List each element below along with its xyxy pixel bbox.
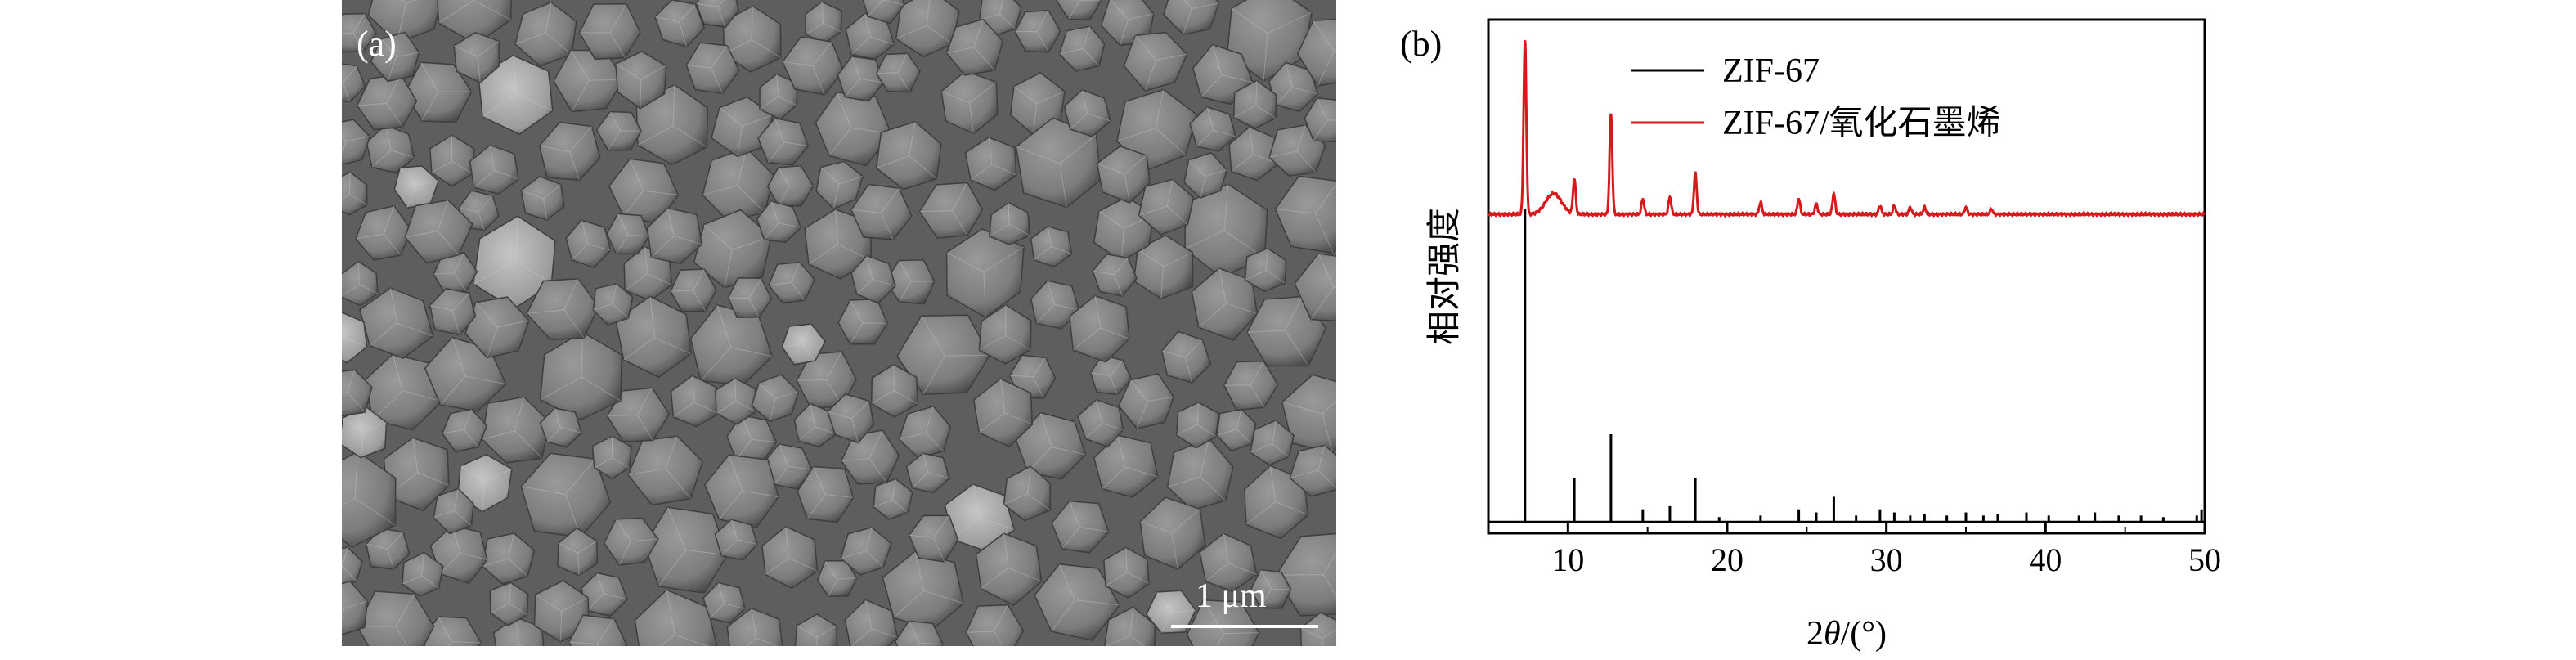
panel-a-label: (a) <box>357 24 397 64</box>
x-tick-label-40: 40 <box>2029 541 2062 578</box>
y-axis-title: 相对强度 <box>1426 208 1464 345</box>
series-zif-67-go <box>1488 40 2206 218</box>
sem-micrograph-icon <box>342 0 1336 646</box>
x-tick-label-30: 30 <box>1870 541 1903 578</box>
sem-micrograph <box>342 0 1336 646</box>
scale-bar-label: 1 μm <box>1196 577 1267 615</box>
x-tick-label-50: 50 <box>2188 541 2221 578</box>
legend-label-zif-67: ZIF-67 <box>1722 52 1820 90</box>
x-axis-ticks: 10 20 30 40 50 <box>1488 522 2221 578</box>
panel-b-label: (b) <box>1400 24 1443 64</box>
legend: ZIF-67 ZIF-67/氧化石墨烯 <box>1631 52 2001 142</box>
legend-label-zif-67-go: ZIF-67/氧化石墨烯 <box>1722 105 2001 142</box>
series-zif-67 <box>1488 209 2205 523</box>
xrd-chart: 10 20 30 40 50 ZIF-67 ZIF-67/氧化石墨烯 相对强度 2θ/(… <box>1426 18 2221 653</box>
plot-frame <box>1487 18 2206 535</box>
x-tick-label-10: 10 <box>1551 541 1584 578</box>
x-tick-label-20: 20 <box>1711 541 1744 578</box>
scale-bar <box>1171 625 1318 628</box>
x-axis-title: 2θ/(°) <box>1806 615 1887 653</box>
